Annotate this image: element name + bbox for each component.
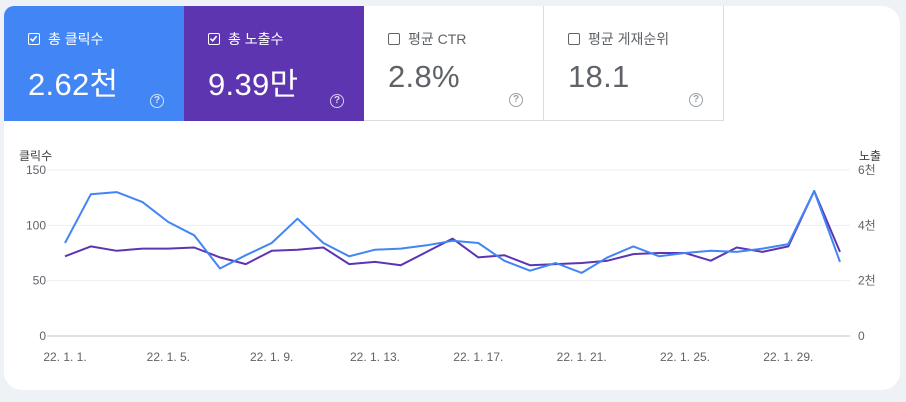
metric-label: 평균 CTR <box>408 31 467 47</box>
metric-total-clicks[interactable]: 총 클릭수 2.62천 ? <box>4 6 184 121</box>
performance-card: 총 클릭수 2.62천 ? 총 노출수 9.39만 ? 평균 CTR 2.8% … <box>4 6 900 390</box>
clicks-series-line <box>64 190 841 274</box>
metric-average-position[interactable]: 평균 게재순위 18.1 ? <box>544 6 724 121</box>
x-tick-label: 22. 1. 21. <box>557 350 607 364</box>
checkbox-checked-icon[interactable] <box>208 33 220 45</box>
x-tick-label: 22. 1. 1. <box>43 350 86 364</box>
x-tick-label: 22. 1. 13. <box>350 350 400 364</box>
right-axis-title: 노출 <box>859 149 882 163</box>
x-tick-label: 22. 1. 25. <box>660 350 710 364</box>
metric-value: 18.1 <box>568 59 630 94</box>
left-axis-title: 클릭수 <box>19 149 53 163</box>
metric-label: 평균 게재순위 <box>588 31 670 47</box>
checkbox-checked-icon[interactable] <box>28 33 40 45</box>
y-left-tick-label: 100 <box>26 218 46 232</box>
checkbox-unchecked-icon[interactable] <box>568 33 580 45</box>
x-tick-label: 22. 1. 5. <box>147 350 190 364</box>
y-right-tick-label: 0 <box>858 329 865 343</box>
metric-total-impressions[interactable]: 총 노출수 9.39만 ? <box>184 6 364 121</box>
x-tick-label: 22. 1. 17. <box>453 350 503 364</box>
y-left-tick-label: 150 <box>26 163 46 177</box>
y-left-tick-label: 50 <box>33 274 47 288</box>
y-right-tick-label: 6천 <box>858 162 876 177</box>
x-tick-label: 22. 1. 29. <box>763 350 813 364</box>
x-tick-label: 22. 1. 9. <box>250 350 293 364</box>
metric-value: 2.8% <box>388 59 460 94</box>
help-icon[interactable]: ? <box>509 93 523 107</box>
metric-average-ctr[interactable]: 평균 CTR 2.8% ? <box>364 6 544 121</box>
impressions-series-line <box>64 190 841 267</box>
metric-value: 2.62천 <box>28 67 119 102</box>
metric-label: 총 노출수 <box>228 31 284 47</box>
help-icon[interactable]: ? <box>150 94 164 108</box>
y-right-tick-label: 2천 <box>858 273 876 288</box>
metric-label: 총 클릭수 <box>48 31 104 47</box>
y-right-tick-label: 4천 <box>858 217 876 232</box>
checkbox-unchecked-icon[interactable] <box>388 33 400 45</box>
line-chart: 150 6천 100 4천 50 2천 0 0 22. 1. 1. 22. 1. 5. 22. 1.… <box>26 162 876 364</box>
help-icon[interactable]: ? <box>330 94 344 108</box>
help-icon[interactable]: ? <box>689 93 703 107</box>
y-left-tick-label: 0 <box>39 329 46 343</box>
metric-tabs: 총 클릭수 2.62천 ? 총 노출수 9.39만 ? 평균 CTR 2.8% … <box>4 6 724 121</box>
metric-value: 9.39만 <box>208 67 299 102</box>
